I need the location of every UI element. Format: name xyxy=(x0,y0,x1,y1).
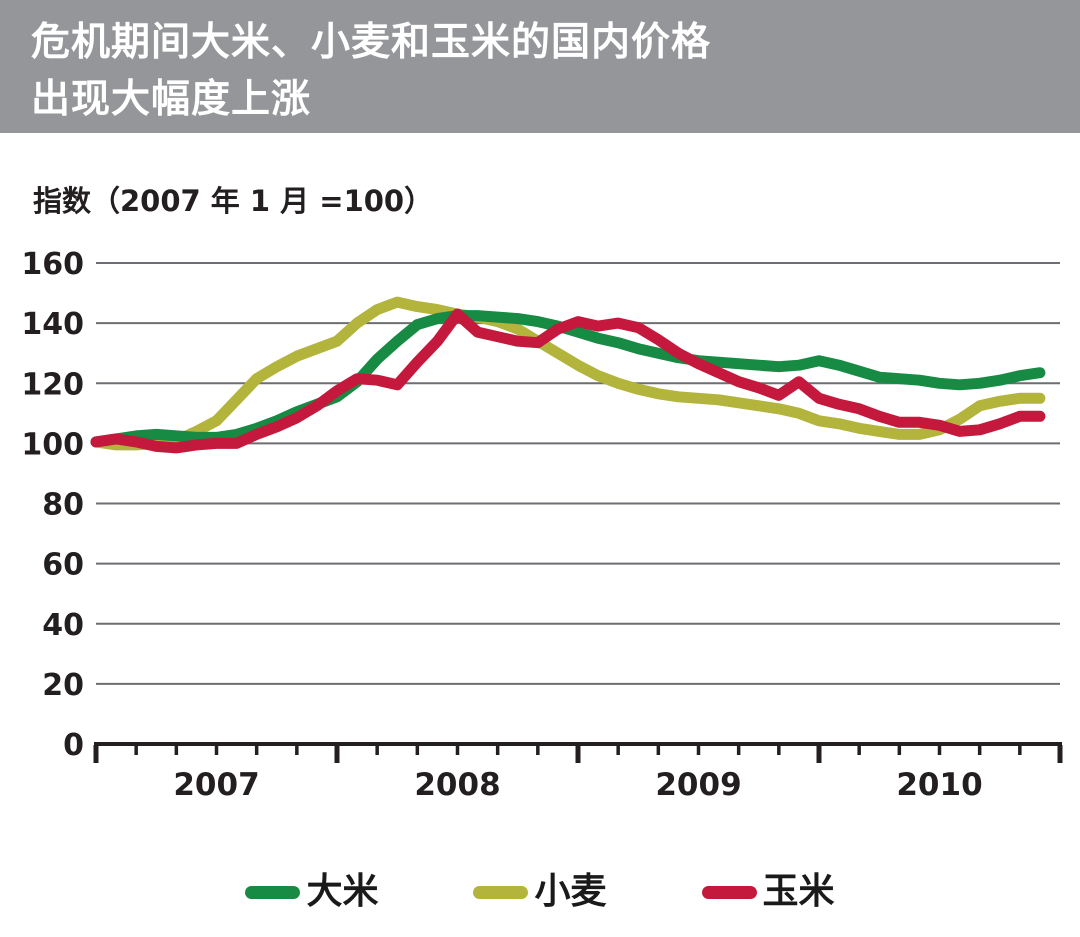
wheat-legend-swatch xyxy=(473,885,529,899)
chart-title-line2: 出现大幅度上涨 xyxy=(31,77,312,122)
y-tick-label-0: 0 xyxy=(63,728,84,763)
wheat-line xyxy=(90,296,1046,451)
y-tick-label-60: 60 xyxy=(42,548,84,583)
corn-legend-swatch xyxy=(701,885,757,899)
y-tick-label-100: 100 xyxy=(21,427,84,462)
y-tick-label-20: 20 xyxy=(42,668,84,703)
title-banner: 危机期间大米、小麦和玉米的国内价格 出现大幅度上涨 xyxy=(0,0,1080,133)
corn-line xyxy=(90,308,1046,454)
wheat-legend-item: 小麦 xyxy=(473,871,607,912)
y-tick-label-140: 140 xyxy=(21,307,84,342)
y-tick-label-40: 40 xyxy=(42,608,84,643)
corn-legend-item: 玉米 xyxy=(701,871,835,912)
rice-legend-label: 大米 xyxy=(306,871,379,912)
axis-unit-note: 指数（2007 年 1 月 =100） xyxy=(33,184,434,218)
x-tick-label-2007: 2007 xyxy=(173,767,259,803)
x-tick-label-2009: 2009 xyxy=(655,767,741,803)
rice-legend-item: 大米 xyxy=(245,872,378,912)
corn-legend-label: 玉米 xyxy=(762,871,835,912)
y-tick-label-80: 80 xyxy=(42,488,84,523)
y-tick-label-120: 120 xyxy=(21,367,84,402)
rice-legend-swatch xyxy=(245,885,301,899)
y-tick-label-160: 160 xyxy=(21,247,84,282)
chart-title-line1: 危机期间大米、小麦和玉米的国内价格 xyxy=(31,20,712,65)
wheat-legend-label: 小麦 xyxy=(534,871,607,912)
chart-legend: 大米 小麦 玉米 xyxy=(0,872,1080,912)
x-tick-label-2008: 2008 xyxy=(414,767,500,803)
x-tick-label-2010: 2010 xyxy=(896,767,982,803)
